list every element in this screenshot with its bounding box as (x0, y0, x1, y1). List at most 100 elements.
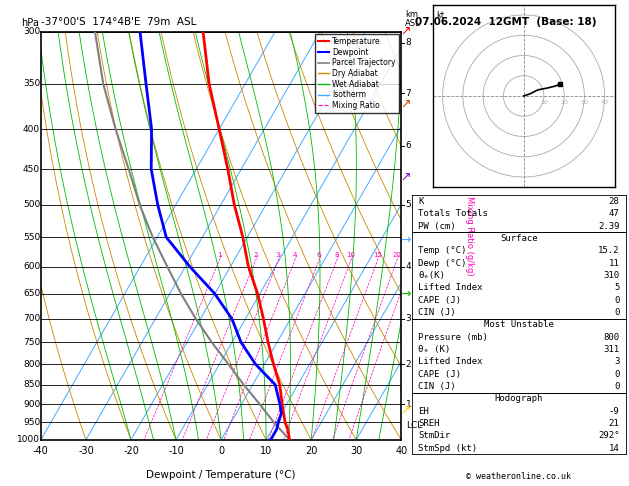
Text: CIN (J): CIN (J) (418, 308, 456, 317)
Text: Surface: Surface (500, 234, 538, 243)
Text: 7: 7 (406, 89, 411, 98)
Text: 4: 4 (292, 252, 297, 258)
Text: 8: 8 (406, 38, 411, 47)
Text: Mixing Ratio (g/kg): Mixing Ratio (g/kg) (465, 196, 474, 276)
Text: Temp (°C): Temp (°C) (418, 246, 467, 255)
Text: 0: 0 (614, 369, 620, 379)
Text: 450: 450 (23, 165, 40, 174)
Text: 30: 30 (350, 446, 362, 456)
Text: 8: 8 (334, 252, 339, 258)
Text: 3: 3 (276, 252, 281, 258)
Text: PW (cm): PW (cm) (418, 222, 456, 231)
Text: 2.39: 2.39 (598, 222, 620, 231)
Text: 950: 950 (23, 418, 40, 427)
Text: ↗: ↗ (401, 25, 411, 38)
Text: SREH: SREH (418, 419, 440, 428)
Text: StmDir: StmDir (418, 431, 450, 440)
Text: 20: 20 (305, 446, 318, 456)
Text: ↗: ↗ (401, 171, 411, 184)
Text: 11: 11 (609, 259, 620, 268)
Text: 2: 2 (406, 360, 411, 369)
Text: 40: 40 (601, 100, 609, 105)
Text: 0: 0 (614, 295, 620, 305)
Text: 07.06.2024  12GMT  (Base: 18): 07.06.2024 12GMT (Base: 18) (415, 17, 597, 27)
Text: 15: 15 (373, 252, 382, 258)
Text: -40: -40 (33, 446, 49, 456)
Text: 850: 850 (23, 380, 40, 389)
Text: 700: 700 (23, 314, 40, 323)
Text: 6: 6 (406, 141, 411, 150)
Text: 21: 21 (609, 419, 620, 428)
Text: 3: 3 (406, 314, 411, 323)
Text: 5: 5 (406, 200, 411, 209)
Text: 28: 28 (609, 197, 620, 206)
Text: Lifted Index: Lifted Index (418, 283, 483, 293)
Text: 30: 30 (581, 100, 588, 105)
Text: θₑ(K): θₑ(K) (418, 271, 445, 280)
Text: -37°00'S  174°4B'E  79m  ASL: -37°00'S 174°4B'E 79m ASL (41, 17, 196, 27)
Text: -30: -30 (78, 446, 94, 456)
Text: Dewpoint / Temperature (°C): Dewpoint / Temperature (°C) (147, 470, 296, 481)
Text: 550: 550 (23, 233, 40, 242)
Text: CAPE (J): CAPE (J) (418, 369, 462, 379)
Legend: Temperature, Dewpoint, Parcel Trajectory, Dry Adiabat, Wet Adiabat, Isotherm, Mi: Temperature, Dewpoint, Parcel Trajectory… (315, 34, 399, 113)
Text: km
ASL: km ASL (405, 10, 421, 28)
Text: 15.2: 15.2 (598, 246, 620, 255)
Text: CIN (J): CIN (J) (418, 382, 456, 391)
Text: 1000: 1000 (17, 435, 40, 444)
Text: 311: 311 (603, 345, 620, 354)
Text: 5: 5 (614, 283, 620, 293)
Text: 800: 800 (603, 332, 620, 342)
Text: CAPE (J): CAPE (J) (418, 295, 462, 305)
Text: 1: 1 (406, 399, 411, 409)
Text: Pressure (mb): Pressure (mb) (418, 332, 488, 342)
Text: Hodograph: Hodograph (495, 394, 543, 403)
Text: 750: 750 (23, 338, 40, 347)
Text: kt: kt (437, 11, 445, 20)
Text: EH: EH (418, 407, 429, 416)
Text: ↗: ↗ (401, 98, 411, 111)
Text: 14: 14 (609, 444, 620, 452)
Text: 500: 500 (23, 200, 40, 209)
Text: 292°: 292° (598, 431, 620, 440)
Text: -9: -9 (609, 407, 620, 416)
Text: 3: 3 (614, 357, 620, 366)
Text: 600: 600 (23, 262, 40, 271)
Text: θₑ (K): θₑ (K) (418, 345, 450, 354)
Text: 4: 4 (406, 262, 411, 271)
Text: © weatheronline.co.uk: © weatheronline.co.uk (467, 471, 571, 481)
Text: 20: 20 (392, 252, 401, 258)
Text: 350: 350 (23, 79, 40, 88)
Text: LCL: LCL (406, 421, 422, 430)
Text: Lifted Index: Lifted Index (418, 357, 483, 366)
Text: 0: 0 (614, 308, 620, 317)
Text: 400: 400 (23, 124, 40, 134)
Text: 40: 40 (395, 446, 408, 456)
Text: Dewp (°C): Dewp (°C) (418, 259, 467, 268)
Text: 650: 650 (23, 289, 40, 298)
Text: 10: 10 (260, 446, 272, 456)
Text: K: K (418, 197, 424, 206)
Text: 6: 6 (316, 252, 321, 258)
Text: ↗: ↗ (401, 404, 411, 417)
Text: Most Unstable: Most Unstable (484, 320, 554, 330)
Text: 900: 900 (23, 399, 40, 409)
Text: 20: 20 (560, 100, 568, 105)
Text: -10: -10 (168, 446, 184, 456)
Text: -20: -20 (123, 446, 139, 456)
Text: 800: 800 (23, 360, 40, 369)
Text: 10: 10 (540, 100, 548, 105)
Text: 0: 0 (614, 382, 620, 391)
Text: hPa: hPa (21, 17, 39, 28)
Text: 300: 300 (23, 27, 40, 36)
Text: 0: 0 (218, 446, 224, 456)
Text: 2: 2 (253, 252, 258, 258)
Text: 10: 10 (346, 252, 355, 258)
Text: Totals Totals: Totals Totals (418, 209, 488, 218)
Text: →: → (401, 234, 411, 247)
Text: 1: 1 (217, 252, 221, 258)
Text: →: → (401, 288, 411, 300)
Text: 310: 310 (603, 271, 620, 280)
Text: StmSpd (kt): StmSpd (kt) (418, 444, 477, 452)
Text: 47: 47 (609, 209, 620, 218)
